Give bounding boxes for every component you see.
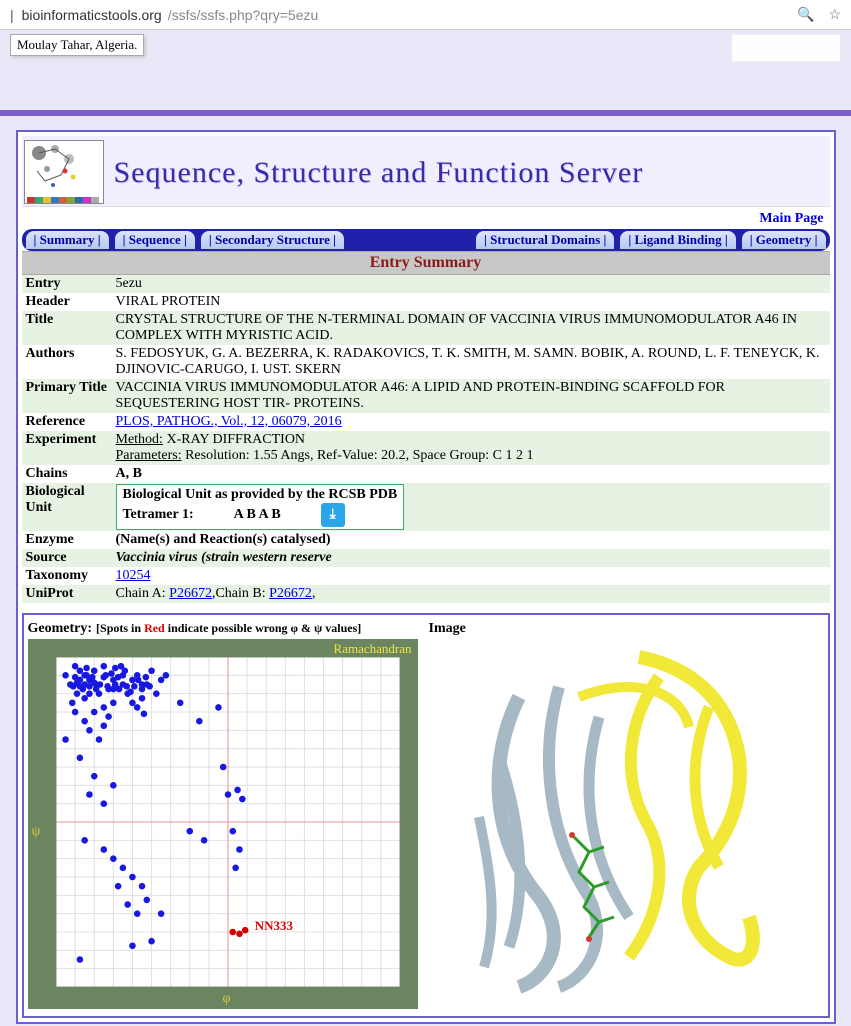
row-enzyme-k: Enzyme — [22, 531, 112, 549]
rama-svg: NN333 — [56, 657, 400, 987]
row-chains-k: Chains — [22, 465, 112, 483]
browser-address-bar: | bioinformaticstools.org/ssfs/ssfs.php?… — [0, 0, 851, 30]
star-icon[interactable]: ☆ — [828, 6, 841, 23]
panels: Geometry: [Spots in Red indicate possibl… — [22, 613, 830, 1018]
biounit-title: Biological Unit as provided by the RCSB … — [123, 487, 398, 503]
search-icon[interactable]: 🔍 — [797, 6, 814, 23]
tab-sequence[interactable]: | Sequence | — [115, 231, 195, 249]
svg-text:NN333: NN333 — [254, 918, 293, 933]
uniprot-tail: , — [312, 586, 316, 601]
tab-geometry[interactable]: | Geometry | — [742, 231, 826, 249]
protein-structure-image — [429, 637, 809, 1007]
row-experiment-v: Method: X-RAY DIFFRACTION Parameters: Re… — [112, 431, 830, 465]
row-entry-k: Entry — [22, 275, 112, 293]
uniprot-a-link[interactable]: P26672 — [169, 586, 212, 601]
row-source-v: Vaccinia virus (strain western reserve — [112, 549, 830, 567]
row-ptitle-v: VACCINIA VIRUS IMMUNOMODULATOR A46: A LI… — [112, 379, 830, 413]
row-chains-v: A, B — [112, 465, 830, 483]
page-content: Sequence, Structure and Function Server … — [16, 130, 836, 1024]
row-authors-v: S. FEDOSYUK, G. A. BEZERRA, K. RADAKOVIC… — [112, 345, 830, 379]
blank-right-box — [731, 34, 841, 62]
row-enzyme-v: (Name(s) and Reaction(s) catalysed) — [112, 531, 830, 549]
ramachandran-plot: Ramachandran ψ φ NN333 — [28, 639, 418, 1009]
row-ptitle-k: Primary Title — [22, 379, 112, 413]
purple-band — [0, 110, 851, 116]
biounit-box: Biological Unit as provided by the RCSB … — [116, 484, 405, 530]
uniprot-a-label: Chain A: — [116, 586, 170, 601]
affiliation-box: Moulay Tahar, Algeria. — [10, 34, 144, 56]
biounit-tetramer-label: Tetramer 1: — [123, 507, 194, 523]
top-strip: Moulay Tahar, Algeria. — [0, 30, 851, 72]
url-path: /ssfs/ssfs.php?qry=5ezu — [168, 7, 319, 23]
tabs: | Summary | | Sequence | | Secondary Str… — [22, 229, 830, 251]
geometry-title: Geometry: — [28, 621, 93, 636]
row-title-v: CRYSTAL STRUCTURE OF THE N-TERMINAL DOMA… — [112, 311, 830, 345]
phi-axis-label: φ — [223, 991, 231, 1007]
url-divider: | — [10, 7, 14, 23]
row-uniprot-k: UniProt — [22, 585, 112, 603]
exp-method-label: Method: — [116, 432, 163, 447]
row-title-k: Title — [22, 311, 112, 345]
reference-link[interactable]: PLOS, PATHOG., Vol., 12, 06079, 2016 — [116, 414, 342, 429]
row-biounit-v: Biological Unit as provided by the RCSB … — [112, 483, 830, 531]
exp-params: Resolution: 1.55 Angs, Ref-Value: 20.2, … — [182, 448, 534, 463]
row-source-k: Source — [22, 549, 112, 567]
row-authors-k: Authors — [22, 345, 112, 379]
banner: Sequence, Structure and Function Server — [22, 136, 830, 207]
banner-title: Sequence, Structure and Function Server — [114, 156, 644, 189]
row-entry-v: 5ezu — [112, 275, 830, 293]
exp-params-label: Parameters: — [116, 448, 182, 463]
tab-structural-domains[interactable]: | Structural Domains | — [476, 231, 614, 249]
uniprot-sep: ,Chain B: — [212, 586, 269, 601]
logo-image — [24, 140, 104, 204]
row-taxonomy-k: Taxonomy — [22, 567, 112, 585]
tab-ligand-binding[interactable]: | Ligand Binding | — [620, 231, 735, 249]
section-header: Entry Summary — [22, 251, 830, 275]
row-uniprot-v: Chain A: P26672,Chain B: P26672, — [112, 585, 830, 603]
row-biounit-k: Biological Unit — [22, 483, 112, 531]
geometry-panel: Geometry: [Spots in Red indicate possibl… — [28, 619, 423, 1012]
uniprot-b-link[interactable]: P26672 — [269, 586, 312, 601]
row-reference-k: Reference — [22, 413, 112, 431]
summary-table: Entry 5ezu Header VIRAL PROTEIN Title CR… — [22, 275, 830, 603]
main-page-link[interactable]: Main Page — [759, 211, 823, 226]
row-header-k: Header — [22, 293, 112, 311]
exp-method: X-RAY DIFFRACTION — [163, 432, 305, 447]
download-icon[interactable]: ⤓ — [321, 503, 345, 527]
image-panel: Image — [429, 619, 824, 1012]
image-title: Image — [429, 621, 466, 636]
tab-secondary-structure[interactable]: | Secondary Structure | — [201, 231, 344, 249]
url-box[interactable]: bioinformaticstools.org/ssfs/ssfs.php?qr… — [22, 7, 789, 23]
tab-summary[interactable]: | Summary | — [26, 231, 109, 249]
row-experiment-k: Experiment — [22, 431, 112, 465]
geometry-subtitle: [Spots in Red indicate possible wrong φ … — [96, 621, 361, 635]
psi-axis-label: ψ — [32, 824, 41, 840]
row-header-v: VIRAL PROTEIN — [112, 293, 830, 311]
url-host: bioinformaticstools.org — [22, 7, 162, 23]
taxonomy-link[interactable]: 10254 — [116, 568, 151, 583]
rama-corner-label: Ramachandran — [334, 641, 412, 657]
biounit-tetramer-chains: A B A B — [234, 507, 281, 523]
